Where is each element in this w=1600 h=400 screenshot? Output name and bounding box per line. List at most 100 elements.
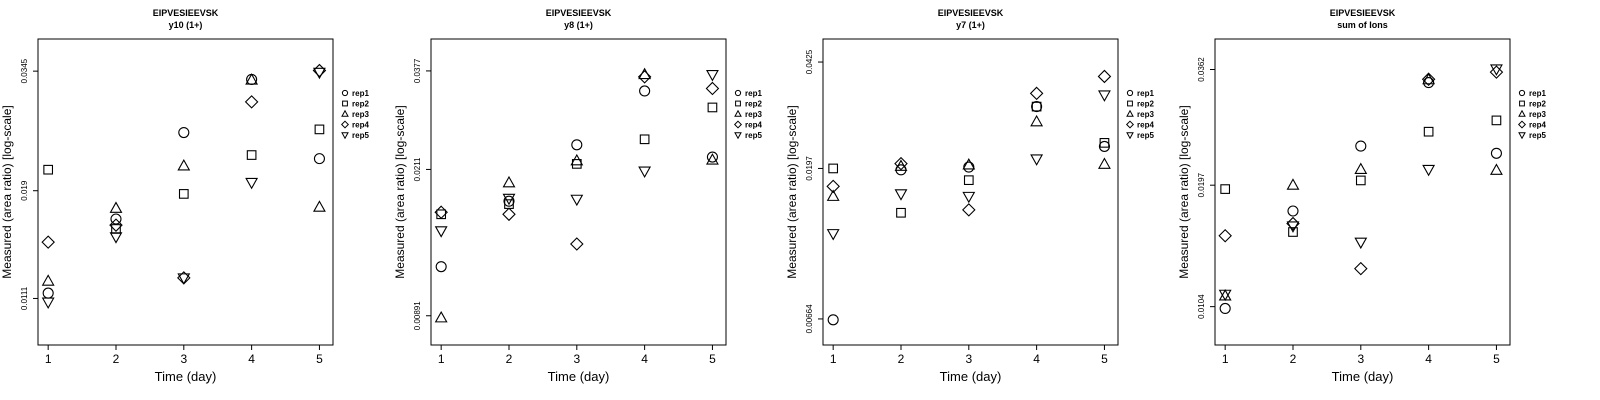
data-point-rep5 <box>1286 221 1300 233</box>
data-point-rep3 <box>41 274 55 286</box>
data-point-rep2 <box>1355 175 1366 186</box>
legend-label-rep3: rep3 <box>745 110 762 119</box>
data-point-rep3 <box>434 310 448 323</box>
data-point-rep2 <box>1288 227 1298 237</box>
data-point-rep2 <box>828 163 839 174</box>
legend-label-rep5: rep5 <box>1529 131 1546 140</box>
legend-marker-rep3 <box>1126 109 1134 117</box>
data-point-rep2 <box>1031 101 1042 112</box>
chart-title: EIPVESIEEVSK <box>546 8 612 18</box>
data-point-rep4 <box>1218 228 1232 243</box>
x-tick-label: 1 <box>1222 352 1229 366</box>
legend-label-rep5: rep5 <box>1137 131 1154 140</box>
data-point-rep5 <box>434 226 448 238</box>
data-point-rep5 <box>570 194 584 207</box>
y-tick-label: 0.019 <box>20 180 29 201</box>
data-point-rep2 <box>1099 138 1110 148</box>
y-axis-label: Measured (area ratio) [log-scale] <box>1177 105 1191 278</box>
data-point-rep5 <box>1422 164 1436 177</box>
data-point-rep1 <box>639 85 651 97</box>
data-point-rep1 <box>1490 147 1502 159</box>
legend-marker-rep2 <box>735 100 741 107</box>
data-point-rep4 <box>1029 86 1044 101</box>
legend-marker-rep3 <box>734 109 742 117</box>
x-tick-label: 4 <box>248 352 255 366</box>
data-point-rep4 <box>894 156 908 171</box>
x-axis-label: Time (day) <box>548 369 610 384</box>
data-point-rep4 <box>1489 65 1504 79</box>
data-point-rep3 <box>1286 178 1300 190</box>
legend-marker-rep4 <box>1125 120 1135 129</box>
data-point-rep1 <box>1423 76 1435 89</box>
data-point-rep5 <box>245 177 259 190</box>
y-tick-label: 0.0377 <box>413 58 422 83</box>
data-point-rep5 <box>1354 237 1368 250</box>
chart-panel-3: EIPVESIEEVSK y7 (1+) 1 2 3 4 5 Time (day) 0.0066… <box>785 8 1154 384</box>
legend-marker-rep5 <box>734 132 742 140</box>
legend-marker-rep3 <box>341 109 349 117</box>
data-point-rep3 <box>826 189 840 201</box>
x-axis-label: Time (day) <box>155 369 217 384</box>
legend-marker-rep5 <box>1126 132 1134 140</box>
plot-frame <box>1214 38 1511 346</box>
data-point-rep3 <box>1422 72 1436 85</box>
x-axis-label: Time (day) <box>1332 369 1394 384</box>
legend-label-rep5: rep5 <box>352 131 369 140</box>
data-point-rep5 <box>312 67 326 80</box>
data-point-rep2 <box>436 209 447 220</box>
chart-title: EIPVESIEEVSK <box>1330 8 1396 18</box>
y-tick-label: 0.0197 <box>805 156 814 181</box>
data-point-rep4 <box>109 218 123 232</box>
legend-marker-rep4 <box>1517 120 1527 129</box>
data-point-rep1 <box>42 287 54 299</box>
x-tick-label: 4 <box>641 352 648 366</box>
data-point-rep4 <box>502 207 516 222</box>
legend-marker-rep5 <box>341 132 349 140</box>
y-tick-label: 0.0197 <box>1197 172 1206 197</box>
data-point-rep5 <box>502 193 516 206</box>
data-point-rep2 <box>43 164 54 175</box>
legend-label-rep1: rep1 <box>1529 89 1546 98</box>
legend-label-rep3: rep3 <box>1137 110 1154 119</box>
legend-marker-rep5 <box>1518 132 1526 140</box>
data-point-rep5 <box>177 273 191 285</box>
plot-frame <box>430 38 727 346</box>
data-point-rep4 <box>962 203 976 217</box>
legend-label-rep3: rep3 <box>1529 110 1546 119</box>
x-tick-label: 1 <box>45 352 52 366</box>
data-point-rep1 <box>827 314 839 326</box>
chart-panel-4: EIPVESIEEVSK sum of Ions 1 2 3 4 5 Time (day) 0.… <box>1177 8 1546 384</box>
legend-label-rep4: rep4 <box>352 121 369 130</box>
data-point-rep1 <box>1031 101 1043 113</box>
x-tick-label: 2 <box>113 352 120 366</box>
data-point-rep1 <box>110 213 122 225</box>
data-point-rep3 <box>502 175 516 188</box>
data-point-rep3 <box>1354 162 1368 174</box>
data-point-rep3 <box>1030 114 1044 127</box>
y-tick-label: 0.0104 <box>1197 294 1206 319</box>
data-point-rep1 <box>178 126 190 139</box>
legend-marker-rep2 <box>1127 100 1133 107</box>
legend-label-rep4: rep4 <box>1137 121 1154 130</box>
data-point-rep1 <box>313 153 325 165</box>
x-tick-label: 3 <box>1357 352 1364 366</box>
y-tick-label: 0.00664 <box>805 304 814 333</box>
data-point-rep4 <box>637 70 652 84</box>
data-point-rep3 <box>245 73 259 85</box>
data-point-rep2 <box>314 124 325 135</box>
x-tick-label: 2 <box>898 352 905 366</box>
x-tick-label: 4 <box>1425 352 1432 366</box>
data-point-rep1 <box>963 161 975 173</box>
chart-subtitle: y7 (1+) <box>956 20 985 30</box>
data-point-rep5 <box>1097 90 1111 102</box>
data-point-rep4 <box>244 95 259 109</box>
y-axis-label: Measured (area ratio) [log-scale] <box>393 105 407 278</box>
y-tick-label: 0.0362 <box>1197 57 1206 82</box>
data-point-rep2 <box>246 150 257 160</box>
x-tick-label: 2 <box>506 352 513 366</box>
data-point-rep2 <box>1491 115 1502 126</box>
